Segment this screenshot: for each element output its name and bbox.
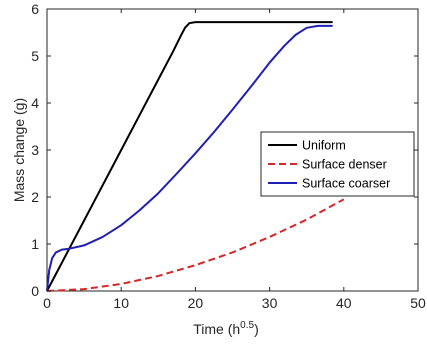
x-axis-title-base: Time (h	[193, 321, 240, 337]
x-tick-label: 10	[113, 295, 129, 311]
legend-label-surface-coarser: Surface coarser	[302, 177, 390, 191]
y-tick-label: 3	[31, 142, 39, 158]
y-tick-label: 1	[31, 236, 39, 252]
x-tick-label: 20	[188, 295, 204, 311]
y-tick-label: 5	[31, 48, 39, 64]
series-line-surface-coarser	[46, 24, 333, 292]
legend-box	[260, 131, 415, 197]
series-line-surface-denser	[46, 198, 345, 292]
x-axis-title-exponent: 0.5	[240, 320, 254, 331]
x-tick-label: 0	[43, 295, 51, 311]
y-tick-label: 6	[31, 1, 39, 17]
y-tick-label: 4	[31, 95, 39, 111]
series-layer	[46, 21, 345, 292]
y-tick-label: 0	[31, 283, 39, 299]
legend-label-surface-denser: Surface denser	[302, 158, 387, 172]
legend-label-uniform: Uniform	[302, 139, 346, 153]
x-axis-title: Time (h0.5)	[193, 320, 259, 337]
y-axis-title: Mass change (g)	[11, 98, 27, 202]
axis-layer: 0 10 20 30 40 50 0 1 2 3 4 5 6	[31, 1, 426, 311]
x-tick-label: 40	[336, 295, 352, 311]
series-line-uniform	[46, 21, 333, 292]
x-axis-title-close: )	[254, 321, 259, 337]
x-tick-label: 30	[262, 295, 278, 311]
x-tick-label: 50	[410, 295, 426, 311]
y-tick-label: 2	[31, 189, 39, 205]
legend: Uniform Surface denser Surface coarser	[260, 131, 415, 197]
